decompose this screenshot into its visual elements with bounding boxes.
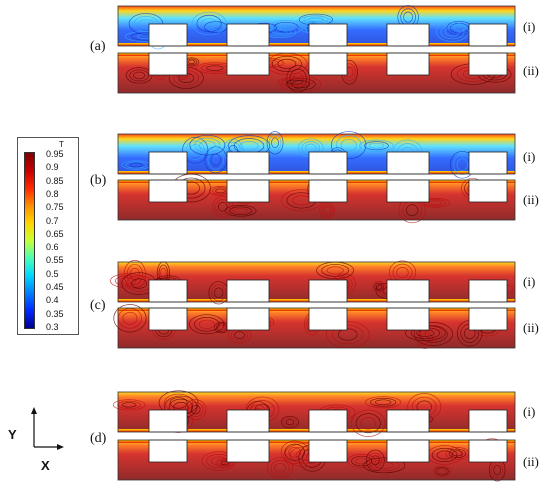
colorbar-tick: 0.45 <box>46 282 64 293</box>
row-label-d-i: (i) <box>523 404 536 419</box>
streamline-panel <box>117 131 516 179</box>
streamline-panel <box>112 390 516 437</box>
colorbar-title: T <box>59 140 64 149</box>
y-axis-label: Y <box>8 427 17 442</box>
temperature-colorbar: T 0.95 0.9 0.85 0.8 0.75 0.7 0.65 0.6 0.55 0.5 0.4… <box>17 137 79 335</box>
streamline-panel <box>117 438 516 482</box>
colorbar-tick: 0.3 <box>46 322 59 332</box>
streamline-panel <box>117 5 516 50</box>
streamline-panel <box>117 173 516 224</box>
case-label-a: (a) <box>90 39 106 54</box>
colorbar-tick: 0.75 <box>46 202 64 213</box>
colorbar-tick: 0.9 <box>46 162 59 173</box>
case-label-c: (c) <box>90 298 106 313</box>
colorbar-tick: 0.85 <box>46 175 64 186</box>
streamline-panel <box>113 304 516 349</box>
row-label-a-i: (i) <box>523 19 536 34</box>
colorbar-tick: 0.65 <box>46 228 64 239</box>
row-label-c-i: (i) <box>523 274 536 289</box>
colorbar-tick: 0.5 <box>46 268 59 279</box>
colorbar-tick: 0.95 <box>46 149 64 159</box>
row-label-b-ii: (ii) <box>523 192 539 207</box>
x-axis-label: X <box>41 458 50 473</box>
axes-icon: Y X <box>8 403 68 473</box>
colorbar-tick: 0.35 <box>46 308 64 319</box>
streamline-panel <box>117 52 516 94</box>
colorbar-tick: 0.4 <box>46 295 59 306</box>
colorbar-tick: 0.55 <box>46 255 64 266</box>
colorbar-tick: 0.6 <box>46 242 59 253</box>
streamline-panel <box>110 260 516 305</box>
case-label-d: (d) <box>90 431 107 446</box>
colorbar-tick: 0.8 <box>46 188 59 199</box>
row-label-c-ii: (ii) <box>523 320 539 335</box>
colorbar-tick: 0.7 <box>46 215 59 226</box>
case-label-b: (b) <box>90 173 107 188</box>
row-label-d-ii: (ii) <box>523 454 539 469</box>
row-label-b-i: (i) <box>523 149 536 164</box>
colorbar-ramp <box>24 152 35 329</box>
row-label-a-ii: (ii) <box>523 63 539 78</box>
